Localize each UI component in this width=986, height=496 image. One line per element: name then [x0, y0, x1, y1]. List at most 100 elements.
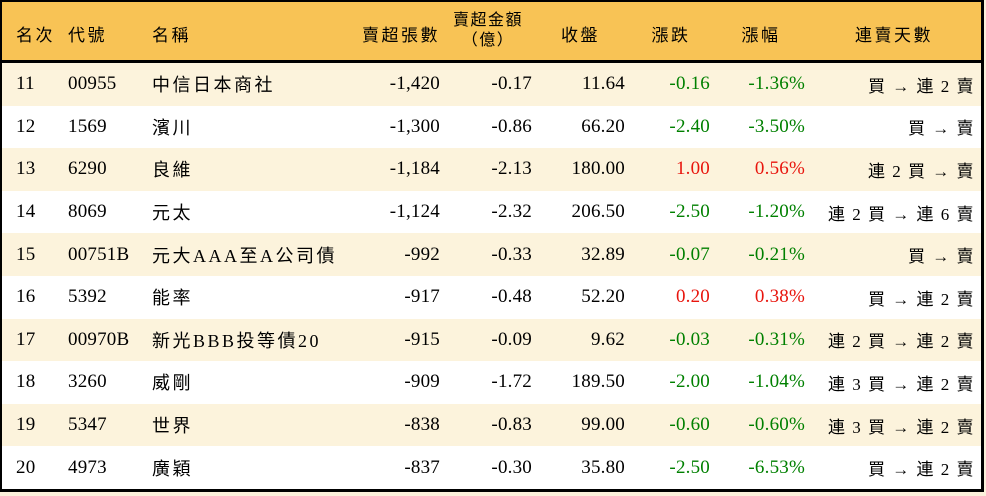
name-cell: 良維 [152, 160, 193, 181]
table-row: 16 5392 能率 -917 -0.48 52.20 0.20 0.38% 買… [2, 275, 981, 319]
table-row: 15 00751B 元大AAA至A公司債 -992 -0.33 32.89 -0… [2, 233, 981, 276]
rank-cell: 16 [16, 286, 36, 308]
table-row: 18 3260 威剛 -909 -1.72 189.50 -2.00 -1.04… [2, 361, 981, 404]
change-cell: -0.03 [669, 328, 710, 350]
change-pct-cell: 0.56% [754, 158, 805, 180]
change-pct-cell: -0.60% [748, 414, 805, 436]
volume-cell: -915 [404, 328, 440, 350]
change-pct-cell: -1.36% [748, 73, 805, 95]
close-cell: 189.50 [571, 371, 625, 393]
amount-cell: -0.17 [491, 73, 532, 95]
change-pct-cell: -1.20% [748, 201, 805, 223]
volume-cell: -909 [404, 371, 440, 393]
rank-cell: 18 [16, 371, 36, 393]
name-cell: 能率 [152, 288, 193, 309]
volume-cell: -1,184 [389, 158, 440, 180]
change-pct-cell: -6.53% [748, 456, 805, 478]
name-cell: 世界 [152, 416, 193, 437]
table-row: 17 00970B 新光BBB投等債20 -915 -0.09 9.62 -0.… [2, 318, 981, 362]
column-header-volume: 賣超張數 [362, 25, 440, 45]
table-body: 11 00955 中信日本商社 -1,420 -0.17 11.64 -0.16… [2, 63, 981, 489]
change-pct-cell: -1.04% [748, 371, 805, 393]
volume-cell: -837 [404, 456, 440, 478]
amount-cell: -2.32 [491, 201, 532, 223]
table-row: 19 5347 世界 -838 -0.83 99.00 -0.60 -0.60%… [2, 403, 981, 447]
code-cell: 3260 [68, 371, 107, 393]
code-cell: 00751B [68, 243, 130, 265]
volume-cell: -1,300 [389, 115, 440, 137]
table-row: 13 6290 良維 -1,184 -2.13 180.00 1.00 0.56… [2, 148, 981, 191]
volume-cell: -917 [404, 286, 440, 308]
code-cell: 5392 [68, 286, 107, 308]
table-row: 20 4973 廣穎 -837 -0.30 35.80 -2.50 -6.53%… [2, 446, 981, 489]
streak-cell: 連 3 買 → 連 2 賣 [828, 417, 975, 437]
code-cell: 4973 [68, 456, 107, 478]
amount-cell: -2.13 [491, 158, 532, 180]
rank-cell: 19 [16, 414, 36, 436]
change-cell: -0.60 [669, 414, 710, 436]
name-cell: 威剛 [152, 373, 193, 394]
column-header-close: 收盤 [561, 25, 600, 45]
change-pct-cell: -3.50% [748, 115, 805, 137]
close-cell: 35.80 [581, 456, 625, 478]
name-cell: 元大AAA至A公司債 [152, 245, 337, 266]
column-header-rank: 名次 [16, 25, 55, 45]
amount-cell: -0.09 [491, 328, 532, 350]
amount-cell: -0.33 [491, 243, 532, 265]
name-cell: 中信日本商社 [152, 75, 275, 96]
name-cell: 廣穎 [152, 458, 193, 479]
rank-cell: 12 [16, 115, 36, 137]
volume-cell: -992 [404, 243, 440, 265]
change-cell: 0.20 [675, 286, 710, 308]
code-cell: 1569 [68, 115, 107, 137]
close-cell: 99.00 [581, 414, 625, 436]
code-cell: 5347 [68, 414, 107, 436]
streak-cell: 買 → 連 2 賣 [868, 76, 975, 96]
streak-cell: 買 → 連 2 賣 [868, 289, 975, 309]
column-header-amount-line1: 賣超金額 [452, 12, 523, 29]
amount-cell: -0.48 [491, 286, 532, 308]
name-cell: 新光BBB投等債20 [152, 330, 322, 351]
streak-cell: 連 2 買 → 連 2 賣 [828, 332, 975, 352]
column-header-name: 名稱 [152, 25, 191, 45]
rank-cell: 13 [16, 158, 36, 180]
rank-cell: 14 [16, 201, 36, 223]
close-cell: 66.20 [581, 115, 625, 137]
column-header-code: 代號 [68, 25, 107, 45]
close-cell: 52.20 [581, 286, 625, 308]
close-cell: 9.62 [590, 328, 625, 350]
code-cell: 00955 [68, 73, 117, 95]
table-row: 14 8069 元太 -1,124 -2.32 206.50 -2.50 -1.… [2, 190, 981, 234]
change-cell: -2.00 [669, 371, 710, 393]
name-cell: 元太 [152, 203, 193, 224]
streak-cell: 連 3 買 → 連 2 賣 [828, 374, 975, 394]
amount-cell: -0.83 [491, 414, 532, 436]
volume-cell: -838 [404, 414, 440, 436]
close-cell: 11.64 [581, 73, 625, 95]
rank-cell: 11 [16, 73, 35, 95]
rank-cell: 20 [16, 456, 36, 478]
close-cell: 180.00 [571, 158, 625, 180]
change-cell: -2.50 [669, 201, 710, 223]
table-header-row: 名次 代號 名稱 賣超張數 賣超金額 （億） 收盤 漲跌 漲幅 連賣天數 [2, 2, 981, 63]
table-row: 11 00955 中信日本商社 -1,420 -0.17 11.64 -0.16… [2, 63, 981, 106]
column-header-amount: 賣超金額 （億） [442, 11, 534, 51]
name-cell: 濱川 [152, 117, 193, 138]
change-cell: -2.40 [669, 115, 710, 137]
amount-cell: -0.86 [491, 115, 532, 137]
streak-cell: 買 → 連 2 賣 [868, 460, 975, 480]
code-cell: 8069 [68, 201, 107, 223]
table-row: 12 1569 濱川 -1,300 -0.86 66.20 -2.40 -3.5… [2, 105, 981, 149]
column-header-change: 漲跌 [651, 25, 691, 45]
rank-cell: 15 [16, 243, 36, 265]
volume-cell: -1,124 [389, 201, 440, 223]
change-pct-cell: 0.38% [754, 286, 805, 308]
amount-cell: -1.72 [491, 371, 532, 393]
close-cell: 32.89 [581, 243, 625, 265]
code-cell: 00970B [68, 328, 130, 350]
change-cell: -0.16 [669, 73, 710, 95]
change-cell: -0.07 [669, 243, 710, 265]
streak-cell: 連 2 買 → 連 6 賣 [828, 204, 975, 224]
